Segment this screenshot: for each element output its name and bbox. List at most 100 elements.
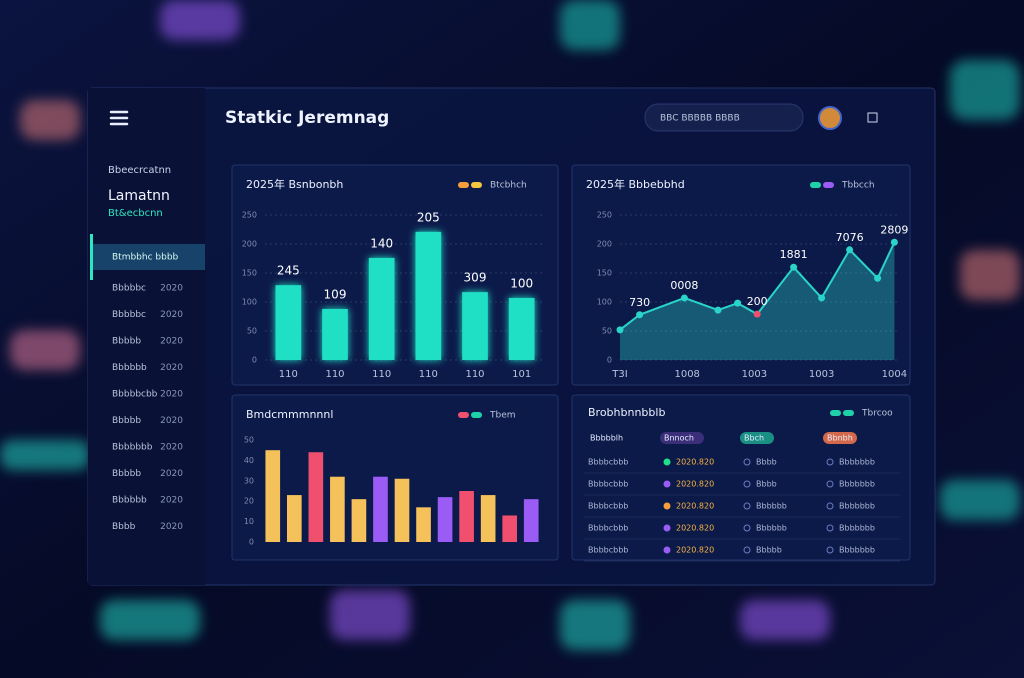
bar bbox=[265, 450, 281, 542]
bar bbox=[416, 507, 431, 542]
menu-item: Bbbb bbox=[112, 522, 136, 532]
table-header: Bbnbh bbox=[827, 434, 853, 443]
row-icon bbox=[826, 502, 834, 510]
menu-item: Bbbbb bbox=[112, 337, 141, 347]
point bbox=[846, 246, 854, 254]
menu-value: 2020 bbox=[160, 469, 183, 479]
sidebar bbox=[88, 88, 205, 585]
y-tick-label: 0 bbox=[607, 356, 612, 365]
menu-value: 2020 bbox=[160, 390, 183, 400]
status-dot bbox=[663, 458, 671, 466]
legend-swatch bbox=[830, 410, 841, 416]
bar bbox=[275, 285, 302, 360]
settings-icon[interactable] bbox=[867, 112, 878, 123]
table-cell: Bbbbb bbox=[756, 546, 782, 555]
row-icon bbox=[826, 524, 834, 532]
status-dot bbox=[663, 546, 671, 554]
active-indicator bbox=[90, 234, 93, 280]
header-chip bbox=[740, 432, 774, 444]
table-cell: Bbbbcbbb bbox=[588, 546, 628, 555]
point bbox=[680, 294, 688, 302]
table-cell: Bbbbcbbb bbox=[588, 502, 628, 511]
legend-swatch bbox=[843, 410, 854, 416]
point bbox=[874, 274, 882, 282]
legend-label: Tbem bbox=[489, 411, 516, 421]
annotation: 1881 bbox=[780, 248, 808, 261]
header-chip bbox=[823, 432, 857, 444]
menu-value: 2020 bbox=[160, 496, 183, 506]
legend-swatch bbox=[458, 412, 469, 418]
table-cell: Bbbbbb bbox=[756, 524, 787, 533]
menu-value: 2020 bbox=[160, 284, 183, 294]
table-cell: Bbbb bbox=[756, 480, 777, 489]
bar bbox=[330, 476, 345, 542]
table-cell: 2020.820 bbox=[676, 524, 714, 533]
menu-value: 2020 bbox=[160, 416, 183, 426]
bar bbox=[415, 231, 442, 360]
y-tick-label: 150 bbox=[597, 269, 612, 278]
y-tick-label: 100 bbox=[597, 298, 612, 307]
annotation: 7076 bbox=[836, 231, 864, 244]
row-icon bbox=[743, 524, 751, 532]
sidebar-title: Lamatnn bbox=[108, 188, 170, 204]
legend-swatch bbox=[471, 412, 482, 418]
chart-title: Bmdcmmmnnnl bbox=[246, 408, 333, 421]
menu-value: 2020 bbox=[160, 363, 183, 373]
x-tick-label: 1003 bbox=[742, 369, 767, 380]
bar-label: 309 bbox=[464, 271, 487, 285]
x-tick-label: 110 bbox=[372, 369, 391, 380]
row-icon bbox=[826, 480, 834, 488]
point bbox=[818, 294, 826, 302]
table-cell: Bbbbbbb bbox=[839, 458, 875, 467]
y-tick-label: 250 bbox=[242, 211, 257, 220]
x-tick-label: 110 bbox=[325, 369, 344, 380]
y-tick-label: 50 bbox=[247, 327, 257, 336]
area bbox=[620, 242, 895, 360]
avatar[interactable] bbox=[818, 106, 842, 130]
y-tick-label: 200 bbox=[597, 240, 612, 249]
menu-item: Bbbbbb bbox=[112, 363, 147, 373]
y-tick-label: 0 bbox=[249, 538, 254, 547]
bar bbox=[373, 476, 388, 542]
bar bbox=[523, 499, 539, 542]
panel bbox=[571, 394, 911, 561]
legend-swatch bbox=[471, 182, 482, 188]
bar-label: 109 bbox=[324, 287, 347, 301]
bar-label: 140 bbox=[370, 236, 393, 250]
legend-label: Tbbcch bbox=[841, 181, 875, 191]
legend-swatch bbox=[810, 182, 821, 188]
x-tick-label: 1004 bbox=[882, 369, 907, 380]
menu-value: 2020 bbox=[160, 337, 183, 347]
table-header: Bbbbblh bbox=[590, 434, 623, 443]
row-icon bbox=[826, 458, 834, 466]
point bbox=[636, 311, 644, 319]
x-tick-label: 1003 bbox=[809, 369, 834, 380]
menu-item: Bbbbbbb bbox=[112, 443, 153, 453]
active-menu[interactable] bbox=[90, 244, 205, 270]
row-icon bbox=[743, 480, 751, 488]
menu-icon[interactable] bbox=[109, 110, 129, 126]
y-tick-label: 0 bbox=[252, 356, 257, 365]
point bbox=[734, 299, 742, 307]
bar bbox=[462, 292, 488, 360]
x-tick-label: T3I bbox=[611, 369, 627, 380]
status-dot bbox=[663, 502, 671, 510]
point bbox=[790, 263, 798, 271]
y-tick-label: 20 bbox=[244, 497, 254, 506]
status-dot bbox=[663, 480, 671, 488]
legend-label: Tbrcoo bbox=[861, 409, 893, 419]
y-tick-label: 100 bbox=[242, 298, 257, 307]
menu-item: Bbbbbcbb bbox=[112, 390, 158, 400]
sidebar-kicker: Bbeecrcatnn bbox=[108, 165, 171, 176]
bar bbox=[480, 495, 496, 542]
y-tick-label: 200 bbox=[242, 240, 257, 249]
y-tick-label: 50 bbox=[602, 327, 612, 336]
search-box[interactable] bbox=[644, 103, 804, 132]
y-tick-label: 250 bbox=[597, 211, 612, 220]
x-tick-label: 110 bbox=[465, 369, 484, 380]
annotation: 0008 bbox=[670, 279, 698, 292]
y-tick-label: 40 bbox=[244, 456, 254, 465]
table-cell: 2020.820 bbox=[676, 458, 714, 467]
background-glow bbox=[0, 0, 1020, 650]
